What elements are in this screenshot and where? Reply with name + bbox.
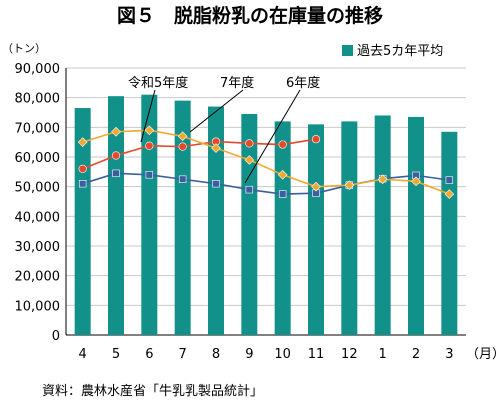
x-tick-label: 7	[179, 347, 187, 362]
source-note: 資料：農林水産省「牛乳乳製品統計」	[42, 383, 263, 399]
y-tick-label: 60,000	[15, 151, 61, 166]
annotations: 令和5年度 7年度 6年度	[128, 75, 320, 184]
annotation-leader-reiwa5	[140, 89, 156, 143]
data-point	[111, 126, 121, 137]
bar	[174, 100, 191, 335]
series-line	[82, 138, 317, 170]
y-tick-label: 70,000	[15, 121, 61, 136]
data-point	[377, 174, 388, 185]
bar	[408, 116, 424, 335]
x-tick-label: 4	[79, 347, 87, 362]
annotation-reiwa5: 令和5年度	[128, 75, 188, 91]
data-point	[78, 180, 87, 188]
bar	[441, 131, 458, 335]
annotation-leader-y7	[189, 89, 244, 133]
bar	[274, 121, 291, 336]
y-tick-label: 50,000	[15, 181, 61, 196]
data-point	[244, 155, 255, 165]
series-line	[82, 172, 450, 195]
x-tick-label: 6	[145, 347, 153, 362]
data-point	[278, 140, 287, 149]
y-axis-unit: （トン）	[2, 42, 46, 55]
data-point	[245, 185, 254, 194]
data-point	[145, 171, 154, 179]
y-tick-label: 90,000	[15, 62, 61, 77]
data-point	[278, 190, 287, 198]
legend-swatch-bar	[342, 45, 353, 56]
data-point	[111, 151, 121, 160]
y-tick-label: 40,000	[15, 210, 61, 225]
data-point	[311, 135, 321, 144]
annotation-y7: 7年度	[220, 75, 254, 91]
x-tick-label: 3	[445, 347, 453, 362]
grid-lines	[65, 67, 466, 336]
y-tick-label: 80,000	[15, 92, 61, 107]
bar	[308, 124, 324, 335]
bar	[74, 108, 91, 335]
data-point	[212, 180, 220, 188]
x-tick-label: 5	[112, 347, 120, 362]
data-point	[78, 164, 87, 173]
x-tick-label: 11	[308, 347, 325, 362]
x-tick-label: 8	[212, 347, 220, 362]
x-tick-label: 9	[245, 347, 253, 362]
y-tick-label: 20,000	[15, 270, 61, 285]
series-line	[82, 129, 450, 195]
legend-label-bar: 過去5カ年平均	[357, 44, 443, 59]
bar	[374, 115, 391, 335]
data-point	[178, 175, 187, 183]
chart-title: 図５ 脱脂粉乳の在庫量の推移	[117, 4, 383, 27]
data-point	[245, 139, 254, 148]
data-point	[211, 143, 221, 153]
data-point	[344, 180, 355, 191]
bar	[141, 94, 158, 335]
data-point	[277, 169, 288, 180]
x-tick-label: 1	[379, 347, 387, 362]
data-point	[444, 189, 455, 199]
data-point	[145, 141, 154, 150]
x-tick-label: 2	[412, 347, 420, 362]
data-point	[77, 137, 88, 147]
y-axis: 0 10,000 20,000 30,000 40,000 50,000 60,000 70,…	[15, 62, 61, 344]
y-tick-label: 10,000	[15, 299, 61, 314]
data-point	[112, 169, 120, 178]
data-point	[311, 181, 321, 192]
annotation-leader-y6	[244, 89, 301, 184]
y-tick-label: 30,000	[15, 240, 61, 255]
y-tick-label: 0	[52, 329, 60, 344]
data-point	[177, 131, 188, 142]
data-point	[144, 125, 155, 136]
data-point	[178, 142, 187, 151]
legend: 過去5カ年平均	[342, 44, 443, 59]
bar	[208, 106, 224, 335]
x-tick-label: 12	[341, 347, 358, 362]
x-axis-unit: （月）	[466, 347, 500, 362]
annotation-y6: 6年度	[286, 75, 320, 91]
line-series	[77, 125, 455, 199]
bar	[341, 121, 358, 336]
data-point	[445, 176, 454, 184]
x-tick-label: 10	[274, 347, 291, 362]
x-axis: 4 5 6 7 8 9 10 11 12 1 2 3	[79, 347, 454, 362]
data-point	[411, 176, 421, 187]
